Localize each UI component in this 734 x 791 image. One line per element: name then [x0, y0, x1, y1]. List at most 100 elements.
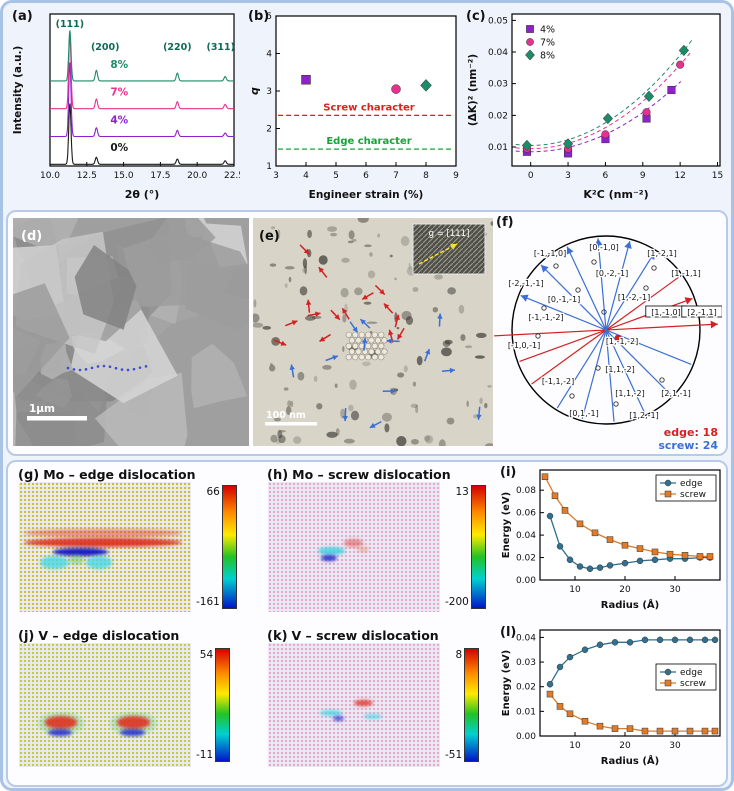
svg-text:[0,-1,-1]: [0,-1,-1] [548, 295, 580, 304]
svg-text:(e): (e) [259, 229, 280, 244]
svg-text:[1,-2,1]: [1,-2,1] [647, 249, 676, 258]
strain-feature [317, 547, 346, 555]
strain-feature [343, 539, 363, 547]
colorbar-labels: 54 -11 [196, 649, 215, 761]
svg-text:(200): (200) [91, 42, 120, 53]
svg-text:[-1,1,-2]: [-1,1,-2] [542, 377, 574, 386]
svg-text:[2,-1,1]: [2,-1,1] [687, 308, 716, 317]
svg-text:3: 3 [266, 87, 272, 97]
svg-text:7%: 7% [110, 87, 128, 99]
colorbar-min: -200 [445, 596, 469, 608]
svg-text:4%: 4% [540, 25, 555, 36]
xrd-chart: 10.0 12.5 15.0 17.5 20.0 22.5 0% 4% 7% 8% (111) (20… [10, 8, 244, 210]
panel-title-row: (k) V – screw dislocation [260, 626, 496, 644]
svg-text:[0,-2,-1]: [0,-2,-1] [596, 269, 628, 278]
strain-feature [53, 548, 109, 557]
strain-feature [321, 554, 337, 562]
panel-body: 8 -51 [260, 643, 496, 767]
svg-text:8: 8 [423, 171, 429, 181]
tem-row: 1μm (d) g = [111] 100 nm (e) (f) [-1,-1,0] [… [3, 182, 728, 480]
svg-text:Energy (eV): Energy (eV) [501, 650, 512, 716]
top-row: (a) 10.0 12.5 15.0 17.5 20.0 22.5 0% 4% 7% 8% (111… [6, 6, 728, 208]
svg-text:5: 5 [266, 12, 272, 22]
panel-label-k: (k) [267, 629, 288, 644]
svg-text:4: 4 [303, 171, 309, 181]
svg-text:4: 4 [266, 50, 272, 60]
v-edge-atom-map [19, 643, 191, 767]
svg-text:0.02: 0.02 [516, 683, 536, 693]
strain-feature [86, 556, 112, 570]
svg-text:0.04: 0.04 [516, 633, 536, 643]
svg-text:(220): (220) [163, 42, 192, 53]
svg-text:9: 9 [640, 171, 646, 181]
q-chart: 3 4 5 6 7 8 9 1 2 3 4 5 Screw character Edge characte… [246, 8, 462, 210]
svg-text:[1,-1,0]: [1,-1,0] [651, 308, 680, 317]
svg-text:0.04: 0.04 [516, 531, 536, 541]
colorbar-labels: 13 -200 [445, 486, 471, 608]
strain-feature [357, 547, 370, 553]
colorbar-min: -11 [196, 749, 214, 761]
svg-text:3: 3 [273, 171, 279, 181]
svg-text:Energy (eV): Energy (eV) [501, 492, 512, 558]
svg-text:22.5: 22.5 [224, 171, 240, 181]
panel-mo-edge: (g) Mo – edge dislocation 66 -161 [11, 465, 257, 623]
burgers-vector-diagram: [-1,-1,0] [0,-1,0] [1,-2,1] [1,-1,1] [0,-2,-… [494, 214, 723, 456]
svg-text:4%: 4% [110, 114, 128, 126]
tem-dislocation-image: g = [111] 100 nm (e) [250, 214, 495, 450]
colorbar-gradient [221, 485, 237, 609]
panel-body: 54 -11 [11, 643, 257, 767]
panel-v-edge: (j) V – edge dislocation 54 -11 [11, 626, 257, 782]
svg-text:6: 6 [363, 171, 369, 181]
panel-mo-screw: (h) Mo – screw dislocation 13 -200 [260, 465, 496, 623]
svg-text:Edge character: Edge character [326, 136, 411, 147]
svg-text:[2,1,-1]: [2,1,-1] [661, 389, 690, 398]
colorbar-min: -161 [196, 596, 220, 608]
svg-text:edge: 18: edge: 18 [664, 426, 718, 439]
svg-text:12.5: 12.5 [77, 171, 97, 181]
colorbar-max: 13 [455, 486, 469, 498]
svg-text:6: 6 [603, 171, 609, 181]
panel-label-c: (c) [466, 9, 486, 24]
svg-text:q: q [248, 87, 261, 95]
strain-feature [333, 716, 344, 722]
svg-text:0.00: 0.00 [516, 576, 536, 586]
svg-text:1: 1 [266, 162, 272, 172]
panel-q-factor: (b) 3 4 5 6 7 8 9 1 2 3 4 5 Screw character Edge char… [246, 8, 462, 206]
svg-text:Intensity (a.u.): Intensity (a.u.) [12, 46, 24, 135]
colorbar-max: 8 [455, 649, 463, 661]
colorbar-max: 66 [206, 486, 220, 498]
panel-label-g: (g) [18, 468, 40, 483]
panel-body: 13 -200 [260, 482, 496, 612]
svg-text:9: 9 [453, 171, 459, 181]
svg-text:K²C (nm⁻²): K²C (nm⁻²) [583, 188, 648, 201]
svg-text:(ΔK)² (nm⁻²): (ΔK)² (nm⁻²) [467, 54, 479, 126]
panel-xrd: (a) 10.0 12.5 15.0 17.5 20.0 22.5 0% 4% 7% 8% (111… [10, 8, 244, 206]
svg-text:17.5: 17.5 [150, 171, 170, 181]
panel-label-f: (f) [496, 215, 514, 230]
svg-text:20.0: 20.0 [187, 171, 207, 181]
svg-text:[1,-2,-1]: [1,-2,-1] [618, 293, 650, 302]
svg-text:0.03: 0.03 [488, 80, 508, 90]
svg-text:[-1,-1,0]: [-1,-1,0] [534, 249, 566, 258]
energy-chart-mo: 10 20 30 0.00 0.02 0.04 0.06 0.08 edge screw Radiu… [498, 464, 726, 628]
svg-text:[1,1,-2]: [1,1,-2] [615, 389, 644, 398]
mo-edge-atom-map [19, 482, 191, 612]
energy-chart-v: 10 20 30 0.00 0.01 0.02 0.03 0.04 edge screw Radiu… [498, 624, 726, 786]
svg-text:[0,-1,0]: [0,-1,0] [589, 243, 618, 252]
svg-text:2θ (°): 2θ (°) [125, 188, 160, 201]
panel-title-text: Mo – edge dislocation [43, 467, 196, 482]
svg-text:3: 3 [565, 171, 571, 181]
svg-text:8%: 8% [540, 51, 555, 62]
svg-text:0.04: 0.04 [488, 48, 508, 58]
svg-text:1μm: 1μm [29, 403, 55, 415]
simulation-rows: (g) Mo – edge dislocation 66 -161 [6, 460, 728, 787]
svg-text:0.00: 0.00 [516, 732, 536, 742]
colorbar-min: -51 [445, 749, 463, 761]
v-screw-atom-map [268, 643, 440, 767]
panel-title-text: V – screw dislocation [291, 628, 439, 643]
panel-energy-v: (l) 10 20 30 0.00 0.01 0.02 0.03 0.04 edge screw R… [498, 624, 726, 782]
tem-grain-image: 1μm (d) [3, 182, 272, 480]
svg-text:10: 10 [569, 741, 581, 751]
strain-feature [120, 728, 145, 736]
